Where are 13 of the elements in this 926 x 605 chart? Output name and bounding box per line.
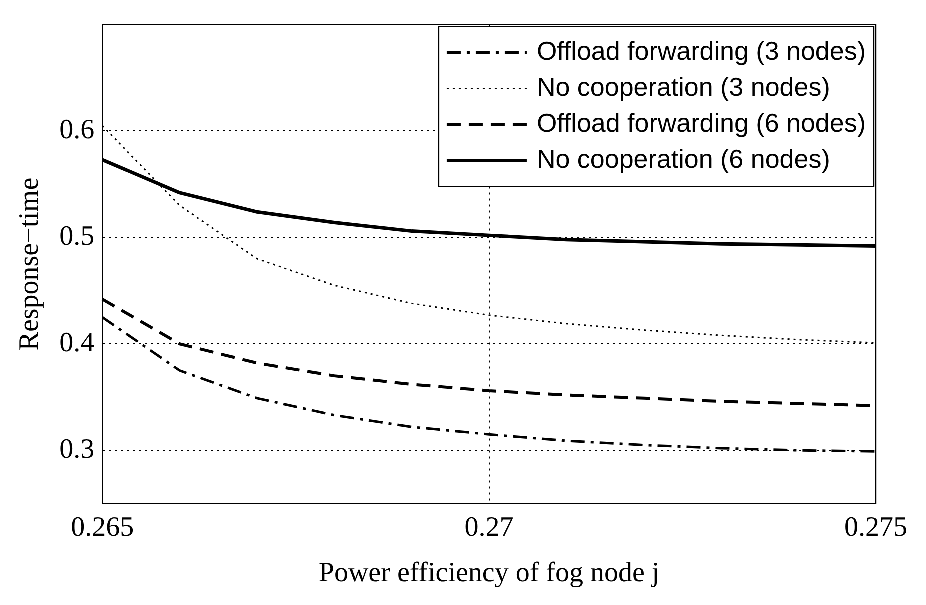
x-tick-label: 0.27: [464, 512, 514, 543]
x-tick-label: 0.275: [844, 512, 908, 543]
legend-label: Offload forwarding (3 nodes): [536, 36, 866, 66]
legend-label: Offload forwarding (6 nodes): [536, 108, 866, 138]
x-tick-label: 0.265: [71, 512, 134, 543]
x-axis-title: Power efficiency of fog node j: [318, 558, 660, 589]
legend-label: No cooperation (6 nodes): [536, 144, 830, 174]
y-tick-label: 0.3: [60, 434, 95, 465]
legend-label: No cooperation (3 nodes): [536, 72, 830, 102]
y-tick-label: 0.6: [60, 114, 95, 146]
y-tick-label: 0.5: [60, 221, 95, 252]
y-axis-title: Response−time: [14, 178, 46, 351]
y-tick-label: 0.4: [60, 327, 95, 358]
